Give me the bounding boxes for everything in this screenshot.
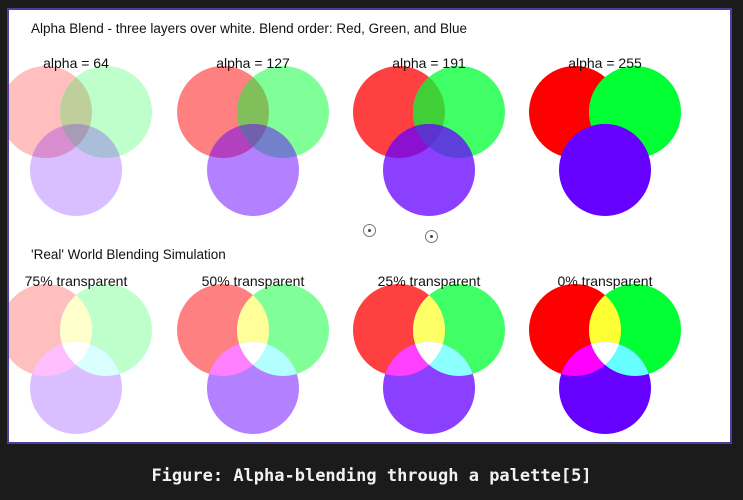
- real-blend-panel-label: 0% transparent: [558, 273, 653, 289]
- alpha-blend-panel: alpha = 127: [177, 55, 329, 216]
- green-blue-overlap: [589, 342, 651, 376]
- alpha-blend-panel-label: alpha = 191: [392, 55, 466, 71]
- drag-handle-icon[interactable]: [425, 230, 438, 243]
- real-world-title: 'Real' World Blending Simulation: [31, 247, 226, 262]
- red-blue-overlap: [559, 124, 621, 158]
- figure-caption: Figure: Alpha-blending through a palette…: [151, 466, 592, 486]
- red-blue-overlap: [207, 342, 269, 376]
- venn-diagram-canvas: alpha = 64 alpha = 127 alpha = 191 alpha = …: [9, 55, 681, 434]
- real-blend-panel: 50% transparent: [177, 273, 329, 434]
- real-blend-panel: 25% transparent: [353, 273, 505, 434]
- alpha-blend-panel-label: alpha = 127: [216, 55, 290, 71]
- red-blue-overlap: [207, 124, 269, 158]
- red-blue-overlap: [559, 342, 621, 376]
- red-blue-overlap: [30, 124, 92, 158]
- alpha-blend-panel-label: alpha = 255: [568, 55, 642, 71]
- figure-frame: alpha = 64 alpha = 127 alpha = 191 alpha = …: [7, 8, 732, 444]
- green-blue-overlap: [413, 342, 475, 376]
- green-blue-overlap: [589, 124, 651, 158]
- red-blue-overlap: [383, 124, 445, 158]
- green-blue-overlap: [413, 124, 475, 158]
- alpha-blend-panel: alpha = 255: [529, 55, 681, 216]
- green-blue-overlap: [60, 124, 122, 158]
- alpha-blend-panel: alpha = 64: [9, 55, 152, 216]
- real-blend-panel-label: 75% transparent: [25, 273, 128, 289]
- green-blue-overlap: [237, 342, 299, 376]
- green-blue-overlap: [237, 124, 299, 158]
- alpha-blend-panel-label: alpha = 64: [43, 55, 109, 71]
- drag-handle-icon[interactable]: [363, 224, 376, 237]
- real-blend-panel-label: 25% transparent: [378, 273, 481, 289]
- green-blue-overlap: [60, 342, 122, 376]
- real-blend-panel: 0% transparent: [529, 273, 681, 434]
- alpha-blend-panel: alpha = 191: [353, 55, 505, 216]
- real-blend-panel-label: 50% transparent: [202, 273, 305, 289]
- red-blue-overlap: [383, 342, 445, 376]
- red-blue-overlap: [30, 342, 92, 376]
- real-blend-panel: 75% transparent: [9, 273, 152, 434]
- alpha-blend-title: Alpha Blend - three layers over white. B…: [31, 21, 467, 36]
